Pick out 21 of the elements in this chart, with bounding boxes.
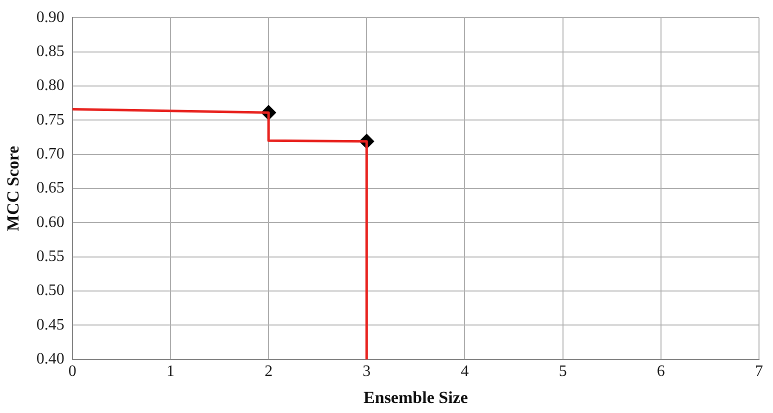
y-tick-label: 0.50 — [36, 282, 64, 300]
x-axis-title: Ensemble Size — [364, 388, 468, 408]
x-tick-label: 6 — [656, 363, 665, 380]
y-tick-label: 0.80 — [36, 77, 64, 94]
x-tick-label: 5 — [558, 363, 567, 380]
y-tick-label: 0.45 — [36, 316, 64, 334]
y-tick-label: 0.65 — [36, 180, 64, 197]
y-tick-label: 0.70 — [36, 146, 64, 163]
y-tick-label: 0.55 — [36, 248, 64, 266]
x-tick-label: 0 — [68, 363, 76, 380]
y-tick-label: 0.90 — [36, 8, 64, 26]
y-tick-label: 0.75 — [36, 111, 64, 128]
y-axis-title: MCC Score — [4, 145, 23, 232]
x-tick-label: 3 — [362, 363, 371, 380]
y-tick-label: 0.85 — [36, 42, 64, 60]
x-tick-label: 7 — [755, 363, 763, 380]
y-tick-label: 0.60 — [36, 214, 64, 231]
x-tick-label: 2 — [264, 363, 273, 380]
x-tick-label: 4 — [460, 363, 469, 380]
x-tick-label: 1 — [166, 363, 174, 380]
y-tick-label: 0.40 — [36, 350, 64, 368]
